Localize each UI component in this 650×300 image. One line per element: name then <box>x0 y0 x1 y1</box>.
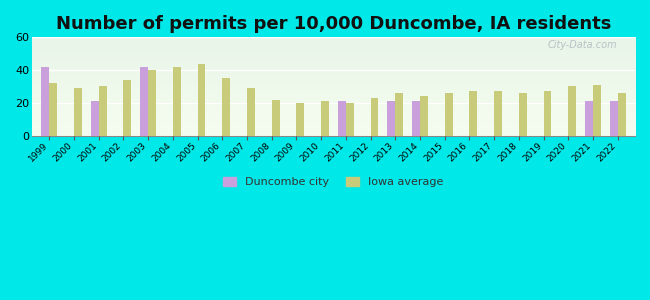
Bar <box>494 92 502 136</box>
Bar <box>222 78 230 136</box>
Title: Number of permits per 10,000 Duncombe, IA residents: Number of permits per 10,000 Duncombe, I… <box>56 15 611 33</box>
Bar <box>91 101 99 136</box>
Bar <box>593 85 601 136</box>
Bar <box>568 86 576 136</box>
Bar <box>395 93 403 136</box>
Bar <box>272 100 280 136</box>
Bar <box>346 103 354 136</box>
Bar <box>198 64 205 136</box>
Legend: Duncombe city, Iowa average: Duncombe city, Iowa average <box>223 177 444 187</box>
Bar <box>140 67 148 136</box>
Bar <box>420 96 428 136</box>
Bar <box>74 88 82 136</box>
Bar <box>610 101 617 136</box>
Bar <box>49 83 57 136</box>
Bar <box>519 93 526 136</box>
Bar <box>296 103 304 136</box>
Bar <box>99 86 107 136</box>
Bar <box>247 88 255 136</box>
Bar <box>148 70 156 136</box>
Bar <box>321 101 329 136</box>
Bar <box>173 67 181 136</box>
Bar <box>412 101 420 136</box>
Bar <box>543 92 551 136</box>
Bar <box>338 101 346 136</box>
Text: City-Data.com: City-Data.com <box>547 40 617 50</box>
Bar <box>469 92 477 136</box>
Bar <box>370 98 378 136</box>
Bar <box>124 80 131 136</box>
Bar <box>42 67 49 136</box>
Bar <box>585 101 593 136</box>
Bar <box>445 93 452 136</box>
Bar <box>618 93 625 136</box>
Bar <box>387 101 395 136</box>
